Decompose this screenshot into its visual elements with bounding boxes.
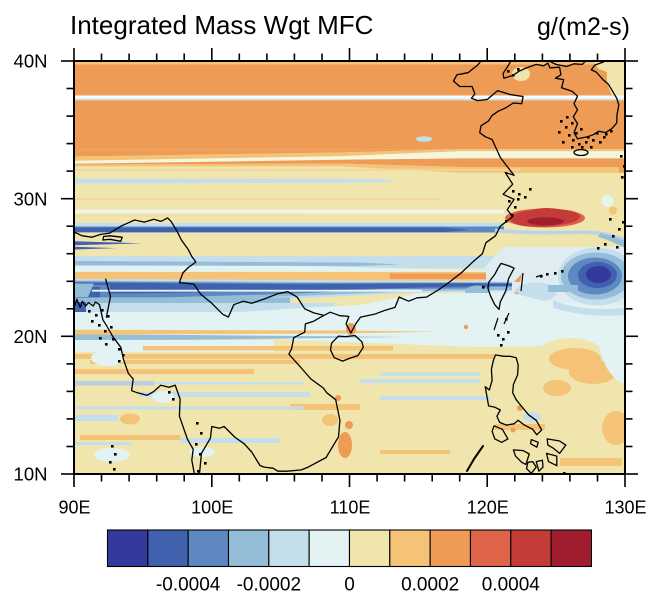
svg-text:120E: 120E (467, 498, 509, 518)
svg-text:0.0002: 0.0002 (401, 575, 459, 596)
svg-text:130E: 130E (604, 498, 646, 518)
svg-text:110E: 110E (330, 498, 371, 518)
svg-text:-0.0004: -0.0004 (156, 575, 221, 596)
svg-text:100E: 100E (191, 498, 233, 518)
svg-text:0.0004: 0.0004 (482, 575, 541, 596)
svg-text:10N: 10N (14, 464, 48, 485)
svg-text:40N: 40N (14, 51, 48, 72)
svg-text:Integrated Mass Wgt MFC: Integrated Mass Wgt MFC (70, 10, 373, 40)
svg-text:30N: 30N (14, 188, 48, 209)
svg-text:90E: 90E (58, 498, 90, 518)
svg-text:0: 0 (344, 575, 355, 596)
svg-text:g/(m2-s): g/(m2-s) (537, 13, 630, 41)
svg-text:20N: 20N (14, 326, 48, 347)
svg-text:-0.0002: -0.0002 (237, 575, 301, 596)
